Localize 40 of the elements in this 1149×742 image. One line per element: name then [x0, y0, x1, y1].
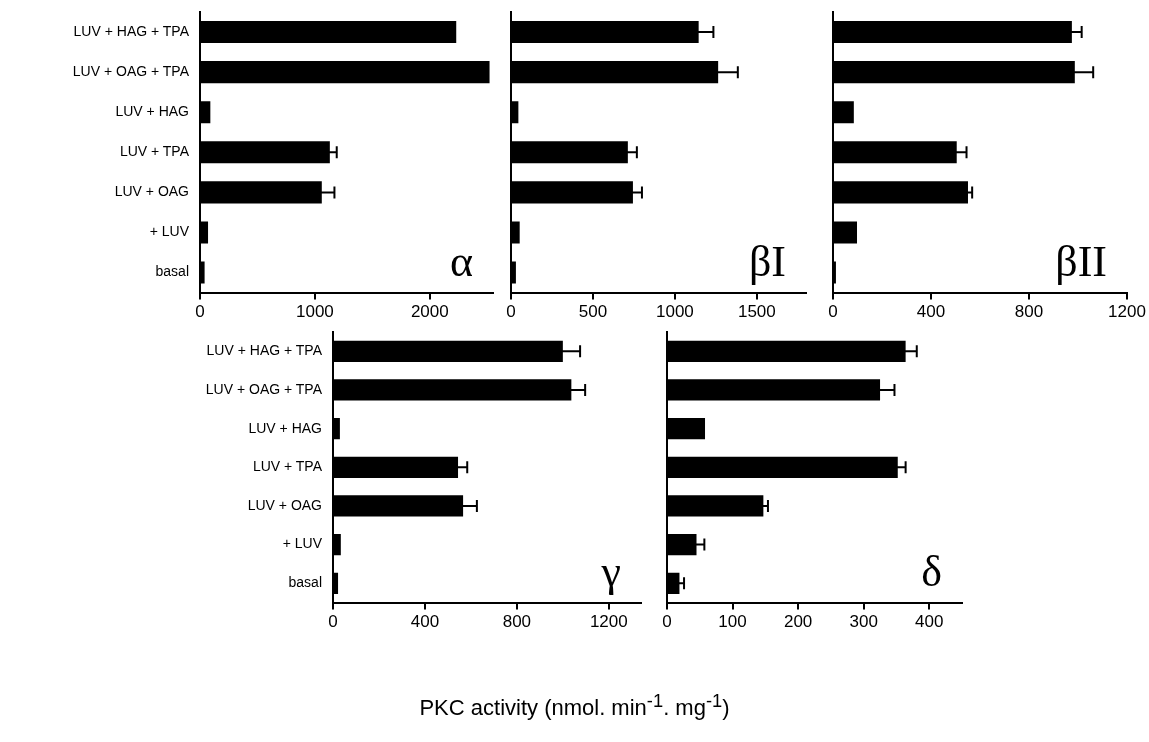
x-tick-label: 800: [502, 612, 532, 632]
y-tick-label: LUV + HAG + TPA: [73, 22, 190, 39]
y-tick-label: LUV + OAG + TPA: [205, 380, 323, 397]
x-tick-label: 1500: [737, 302, 776, 322]
x-axis-title: PKC activity (nmol. min$^{-1}$. mg$^{-1}$): [418, 690, 731, 722]
x-tick-label: 400: [915, 612, 944, 632]
x-tick-label: 0: [328, 612, 338, 632]
x-tick-label: 0: [506, 302, 516, 322]
x-tick-label: 0: [828, 302, 838, 322]
x-tick-label: 0: [195, 302, 205, 322]
y-tick-label: basal: [155, 263, 189, 280]
x-tick-label: 100: [718, 612, 747, 632]
x-tick-label: 300: [849, 612, 878, 632]
x-tick-label: 1200: [589, 612, 628, 632]
y-tick-label: LUV + HAG: [115, 103, 189, 120]
text: βII: [1055, 237, 1107, 287]
y-tick-label: LUV + HAG: [248, 419, 322, 436]
x-tick-label: 1000: [655, 302, 694, 322]
y-tick-label: LUV + HAG + TPA: [206, 342, 323, 359]
y-tick-label: basal: [288, 574, 322, 591]
y-tick-label: + LUV: [282, 535, 323, 552]
x-tick-label: 400: [916, 302, 946, 322]
x-tick-label: 2000: [410, 302, 449, 322]
text: γ: [600, 547, 621, 597]
text: α: [449, 237, 473, 287]
x-tick-label: 400: [410, 612, 440, 632]
y-tick-label: LUV + OAG: [114, 183, 189, 200]
text: δ: [921, 547, 942, 597]
x-tick-label: 1200: [1108, 302, 1146, 322]
x-tick-label: 1000: [295, 302, 334, 322]
y-tick-label: LUV + TPA: [119, 143, 190, 160]
x-tick-label: 500: [578, 302, 608, 322]
x-tick-label: 200: [783, 612, 813, 632]
y-tick-label: + LUV: [149, 223, 190, 240]
x-tick-label: 0: [662, 612, 672, 632]
y-tick-label: LUV + OAG + TPA: [72, 62, 190, 79]
y-tick-label: LUV + TPA: [252, 458, 323, 475]
y-tick-label: LUV + OAG: [247, 496, 322, 513]
x-tick-label: 800: [1014, 302, 1044, 322]
text: βI: [748, 237, 786, 287]
